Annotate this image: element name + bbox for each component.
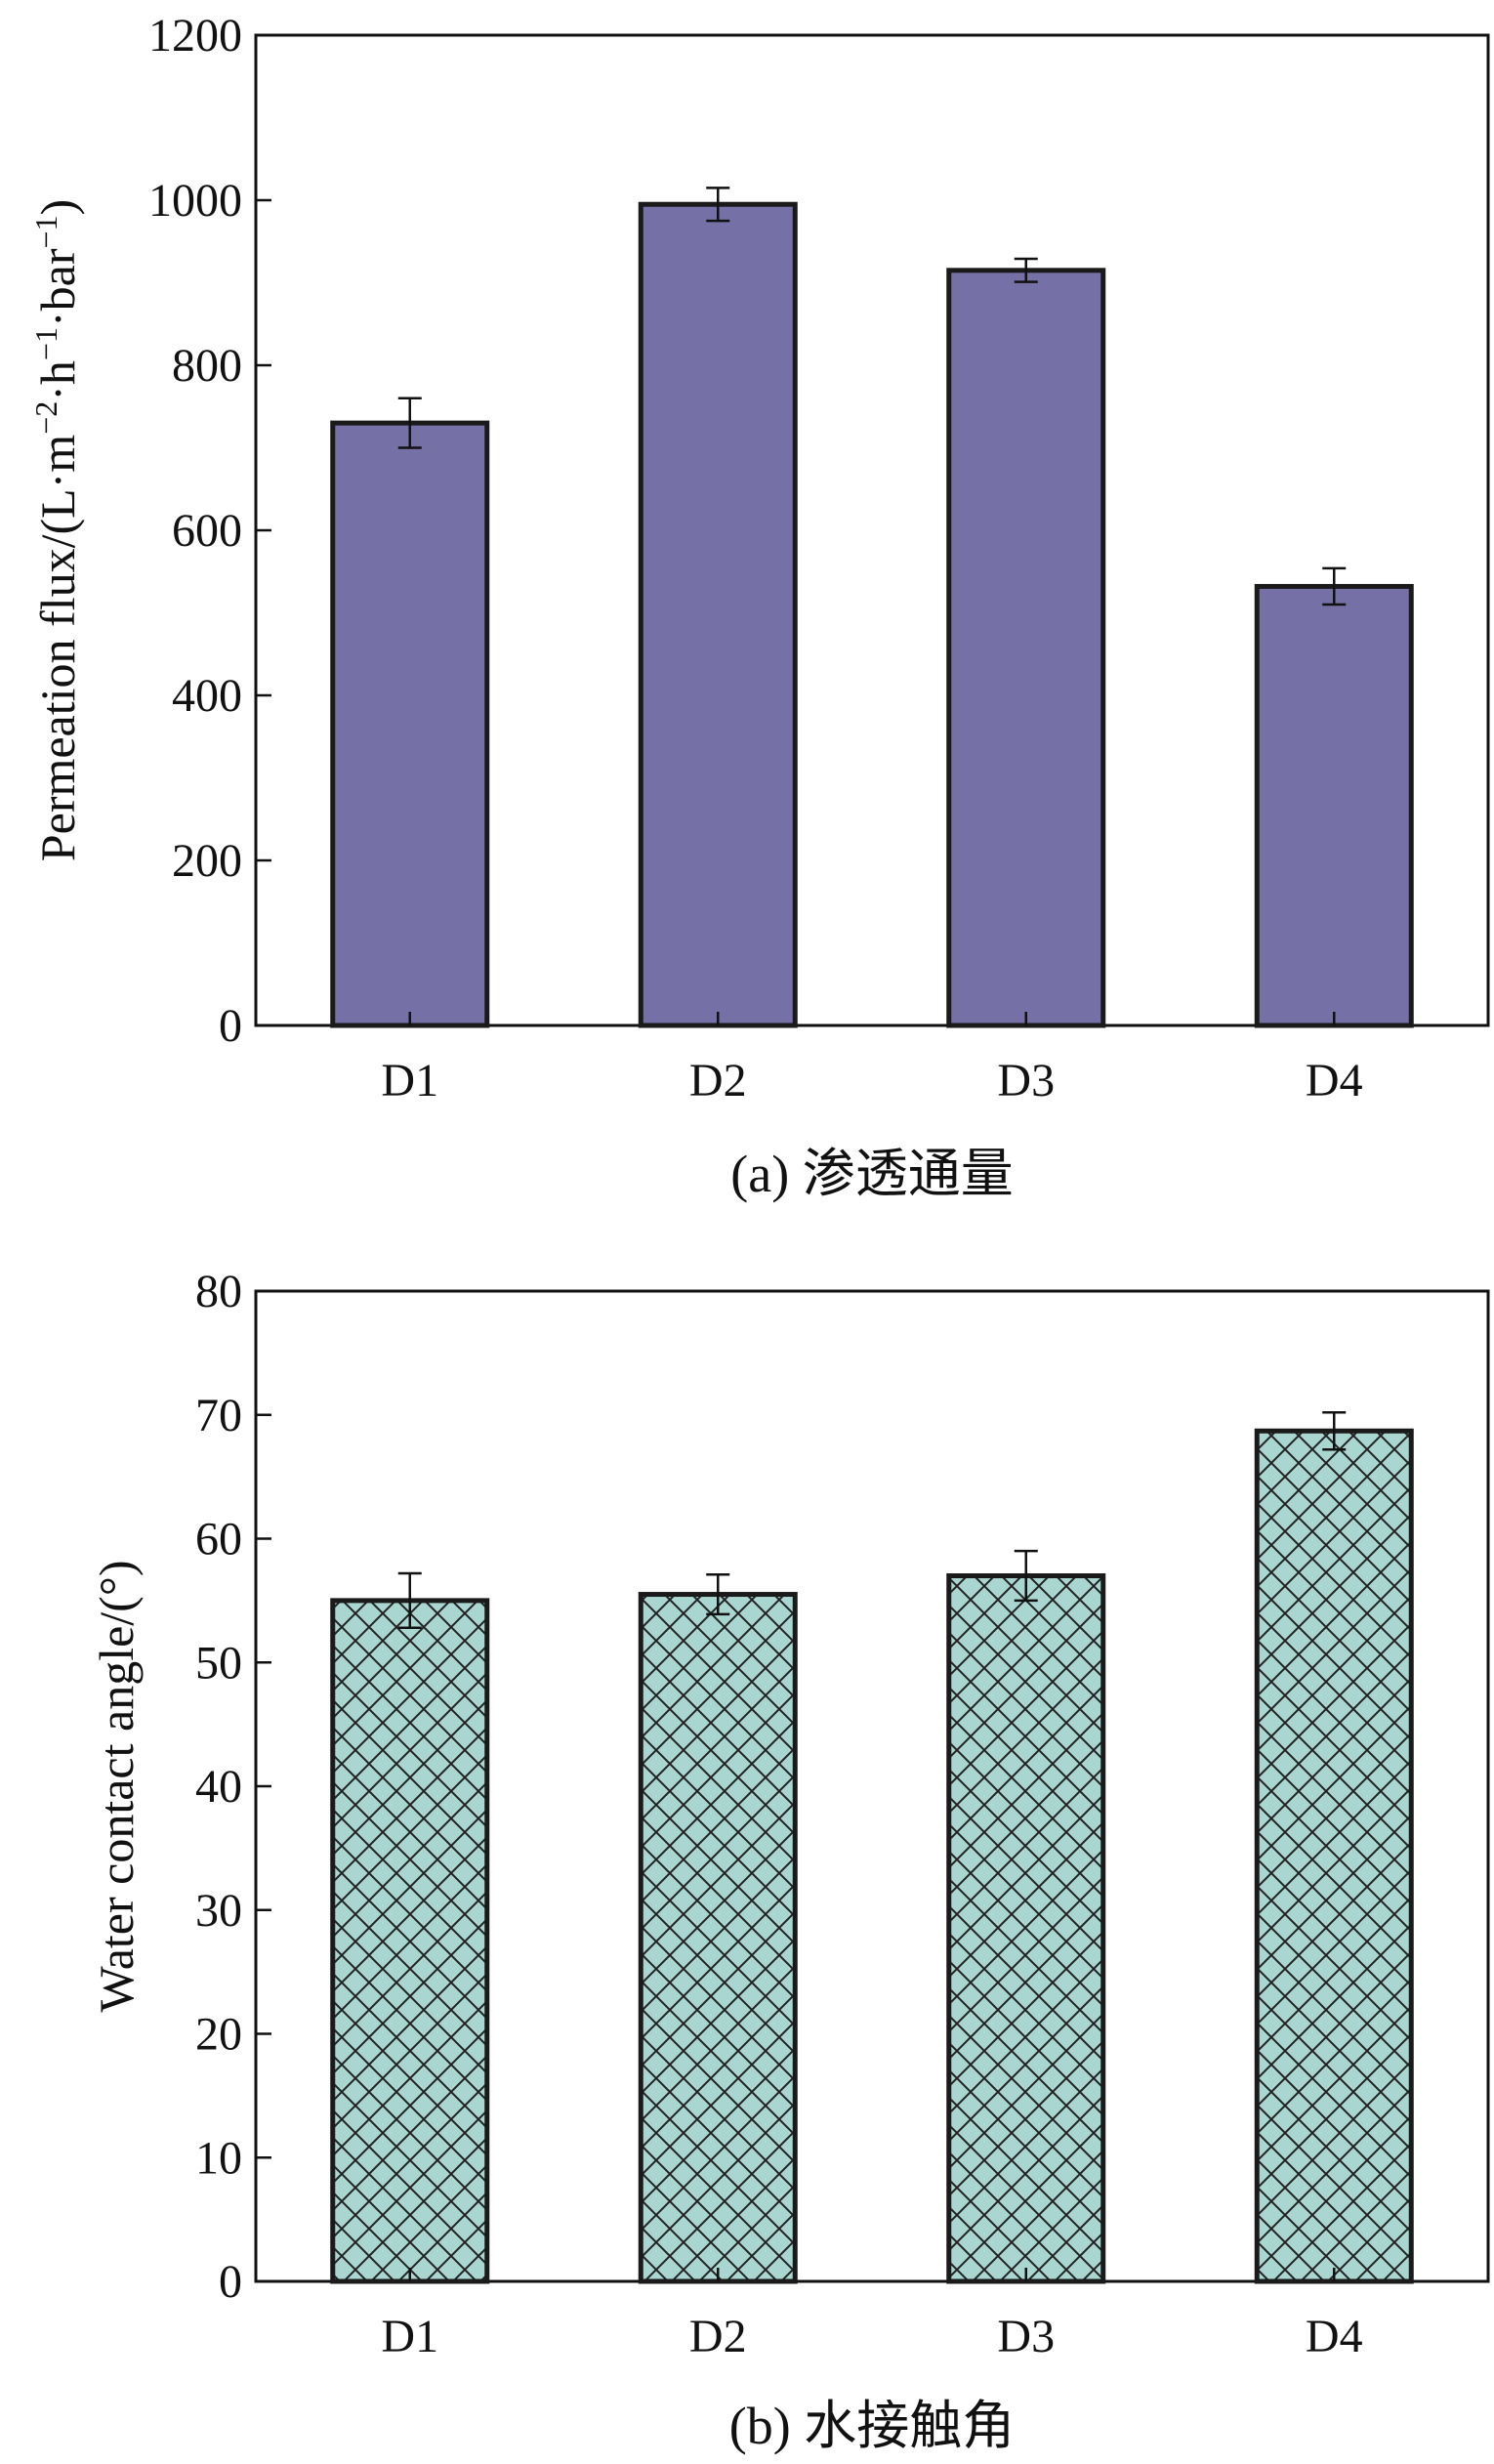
ylabel-m: m	[30, 435, 85, 473]
chart-b-categories: D1 D2 D3 D4	[381, 2268, 1363, 2362]
chart-b: 0 10 20 30 40 50 60 70 80 D1 D2 D3 D4 Water contact…	[89, 1266, 1490, 2455]
chart-b-bar-D4	[1254, 1428, 1414, 2284]
chart-a-yticks: 0 200 400 600 800 1000 1200	[148, 10, 271, 1052]
chart-b-ytick-label: 80	[195, 1266, 242, 1317]
ylabel-dot-1: ·	[30, 473, 85, 489]
chart-b-bar-D1	[330, 1598, 490, 2284]
chart-a-ytick-label: 0	[219, 1000, 242, 1052]
ylabel-h-exponent: −1	[28, 327, 63, 360]
ylabel-m-exponent: −2	[28, 401, 63, 435]
chart-b-bar-D2	[638, 1592, 798, 2284]
chart-a-ytick-label: 1000	[148, 175, 242, 227]
chart-a-bar-D3	[946, 268, 1106, 1028]
chart-b-ytick-label: 30	[195, 1885, 242, 1937]
ylabel-main: Permeation flux/(L	[30, 488, 85, 861]
chart-b-ytick-label: 70	[195, 1390, 242, 1441]
ylabel-h: h	[30, 360, 85, 385]
chart-b-category-label: D1	[381, 2311, 438, 2362]
ylabel-bar-exponent: −1	[28, 215, 63, 248]
chart-a-category-label: D3	[997, 1055, 1055, 1107]
chart-b-y-axis-title: Water contact angle/(°)	[89, 1561, 144, 2013]
chart-b-bar-D3	[946, 1573, 1106, 2284]
chart-b-ytick-label: 10	[195, 2132, 242, 2184]
ylabel-dot-3: ·	[30, 311, 85, 327]
chart-b-ytick-label: 40	[195, 1761, 242, 1813]
chart-a-bars	[330, 187, 1414, 1028]
chart-a-ytick-label: 400	[172, 670, 242, 722]
chart-a-categories: D1 D2 D3 D4	[381, 1012, 1363, 1107]
chart-b-yticks: 0 10 20 30 40 50 60 70 80	[195, 1266, 271, 2308]
chart-a-category-label: D2	[689, 1055, 747, 1107]
chart-a-ytick-label: 1200	[148, 10, 242, 62]
chart-a-bar-D1	[330, 420, 490, 1028]
chart-a-category-label: D4	[1306, 1055, 1363, 1107]
chart-b-ytick-label: 50	[195, 1637, 242, 1689]
ylabel-bar: bar	[30, 248, 85, 311]
chart-a-bar-D2	[638, 201, 798, 1028]
chart-b-category-label: D2	[689, 2311, 747, 2362]
chart-b-category-label: D3	[997, 2311, 1055, 2362]
chart-a-caption: (a) 渗透通量	[730, 1145, 1013, 1203]
chart-a: 0 200 400 600 800 1000 1200 D1 D2 D3 D4 Permeatio…	[28, 10, 1490, 1203]
chart-b-caption: (b) 水接触角	[729, 2397, 1015, 2455]
chart-a-category-label: D1	[381, 1055, 438, 1107]
chart-a-y-axis-title: Permeation flux/(L·m−2·h−1·bar−1)	[28, 199, 85, 861]
chart-b-ytick-label: 60	[195, 1514, 242, 1566]
ylabel-close: )	[30, 199, 85, 216]
chart-a-ytick-label: 600	[172, 505, 242, 557]
chart-b-bars	[330, 1410, 1414, 2284]
chart-a-ytick-label: 800	[172, 340, 242, 392]
chart-b-category-label: D4	[1306, 2311, 1363, 2362]
chart-b-ytick-label: 20	[195, 2009, 242, 2061]
chart-a-ytick-label: 200	[172, 835, 242, 887]
chart-b-ytick-label: 0	[219, 2256, 242, 2308]
ylabel-dot-2: ·	[30, 385, 85, 401]
chart-a-bar-D4	[1254, 583, 1414, 1028]
